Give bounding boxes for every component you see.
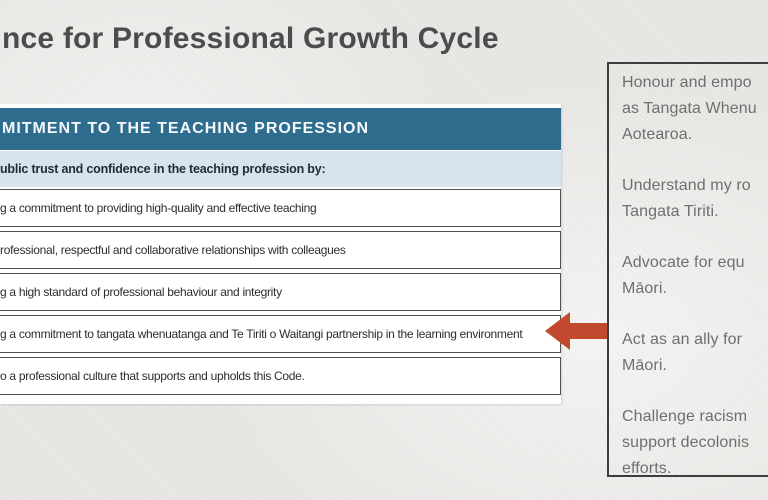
annotation-line: Honour and empo [622,74,752,91]
table-row: g a high standard of professional behavi… [0,273,561,311]
annotation-paragraph: Understand my ro Tangata Tiriti. [622,173,768,225]
table-row-text: g a commitment to tangata whenuatanga an… [0,327,523,341]
table-row: rofessional, respectful and collaborativ… [0,231,561,269]
slide-title: nce for Professional Growth Cycle [2,22,499,55]
table-row: o a professional culture that supports a… [0,357,561,395]
table-row-text: g a commitment to providing high-quality… [0,201,317,215]
table-row: g a commitment to tangata whenuatanga an… [0,315,561,353]
table-row: g a commitment to providing high-quality… [0,189,561,227]
annotation-line: Act as an ally for [622,331,743,348]
table-header-label: MITMENT TO THE TEACHING PROFESSION [2,120,370,137]
table-row-text: g a high standard of professional behavi… [0,285,282,299]
annotation-paragraph: Challenge racism support decolonis effor… [622,404,768,482]
left-arrow-icon [545,312,609,350]
annotation-line: efforts. [622,460,672,477]
table-subheader-row: ublic trust and confidence in the teachi… [0,151,561,187]
table-row-text: o a professional culture that supports a… [0,369,305,383]
table-subheader-label: ublic trust and confidence in the teachi… [0,162,326,176]
annotation-line: Advocate for equ [622,254,745,271]
table-header-row: MITMENT TO THE TEACHING PROFESSION [0,108,561,150]
annotation-line: Understand my ro [622,177,751,194]
annotation-box: Honour and empo as Tangata Whenu Aotearo… [607,62,768,477]
annotation-line: Māori. [622,357,668,374]
annotation-line: Tangata Tiriti. [622,203,719,220]
annotation-paragraph: Advocate for equ Māori. [622,250,768,302]
table-row-text: rofessional, respectful and collaborativ… [0,243,346,257]
annotation-line: Aotearoa. [622,126,693,143]
annotation-line: as Tangata Whenu [622,100,757,117]
annotation-line: Māori. [622,280,668,297]
annotation-line: support decolonis [622,434,750,451]
code-table: MITMENT TO THE TEACHING PROFESSION ublic… [0,104,561,404]
annotation-line: Challenge racism [622,408,748,425]
annotation-paragraph: Act as an ally for Māori. [622,327,768,379]
annotation-paragraph: Honour and empo as Tangata Whenu Aotearo… [622,70,768,148]
